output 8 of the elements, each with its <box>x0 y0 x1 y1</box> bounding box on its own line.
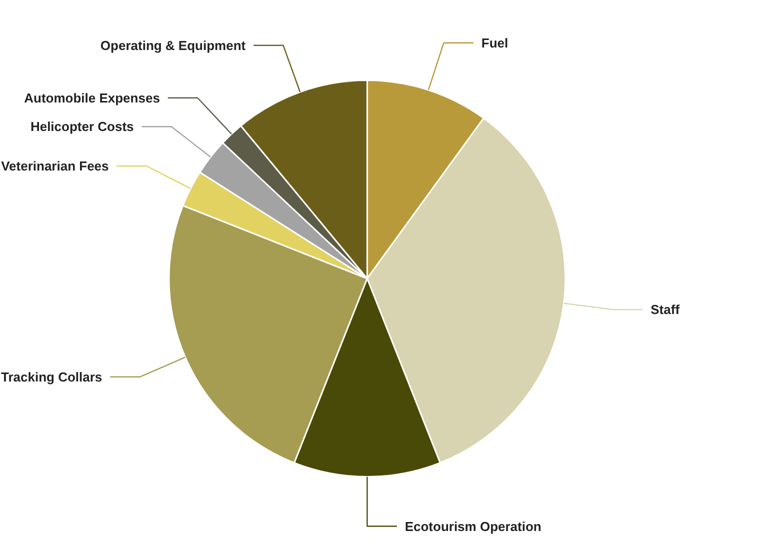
slice-label: Helicopter Costs <box>30 119 134 134</box>
slice-label: Staff <box>650 302 680 318</box>
slice-label: Ecotourism Operation <box>404 518 542 534</box>
slice-label: Automobile Expenses <box>24 90 160 106</box>
slice-label: Fuel <box>481 35 508 50</box>
slice-label: Tracking Collars <box>0 369 102 384</box>
slice-label: Veterinarian Fees <box>1 158 109 174</box>
slice-label: Operating & Equipment <box>100 38 246 53</box>
